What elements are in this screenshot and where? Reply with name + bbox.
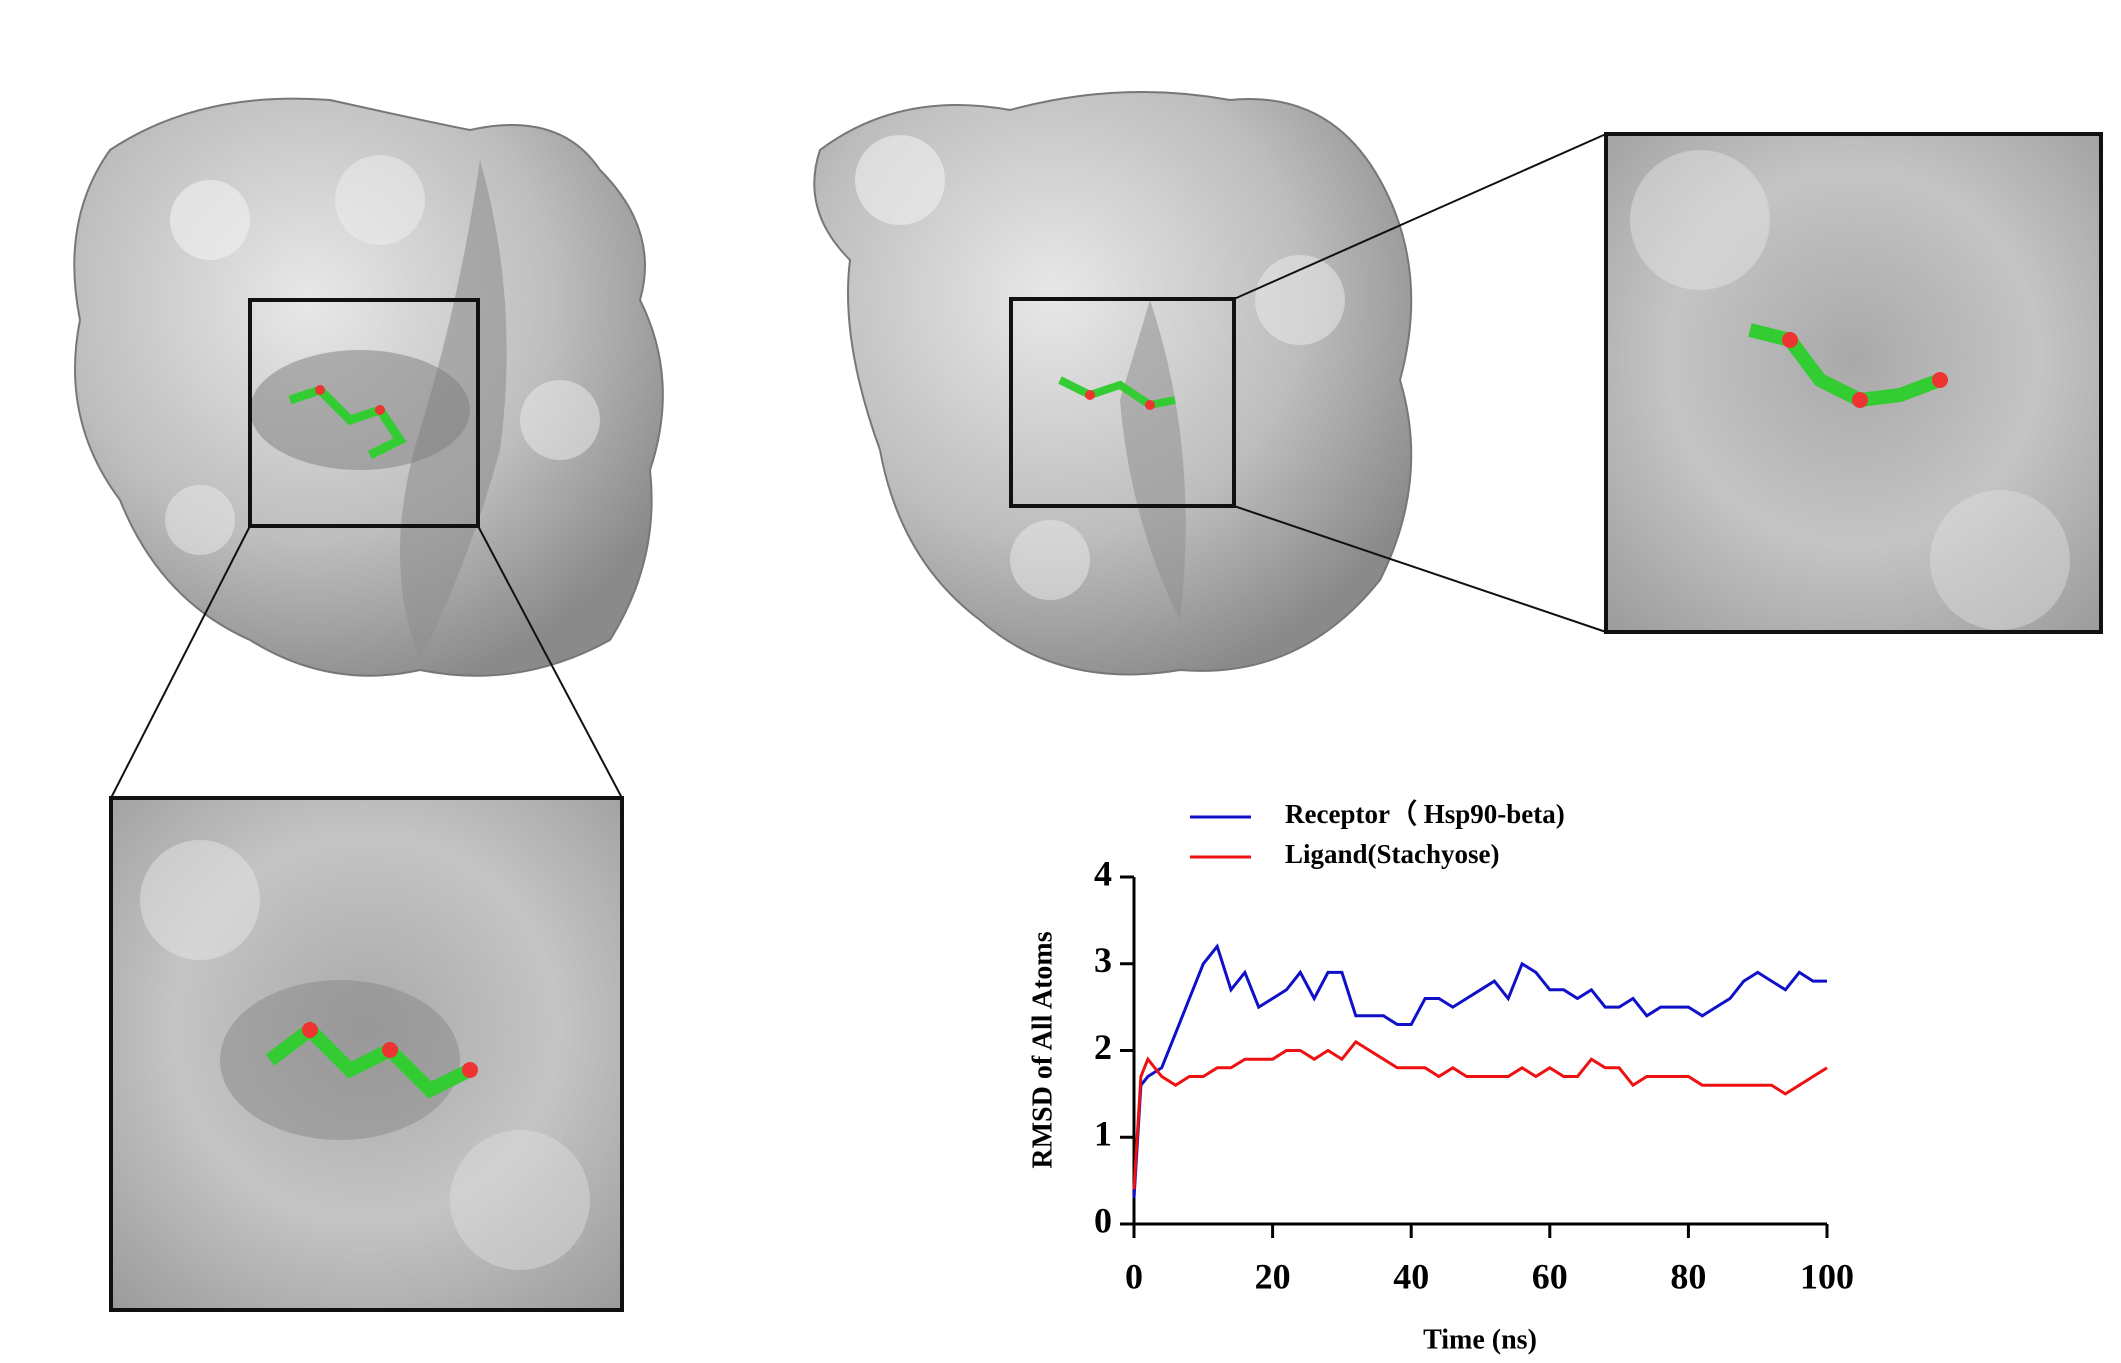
- y-tick-label: 0: [1094, 1200, 1112, 1240]
- y-axis-label: RMSD of All Atoms: [1027, 931, 1058, 1168]
- x-tick-label: 100: [1800, 1256, 1854, 1296]
- legend-label: Ligand(Stachyose): [1285, 839, 1500, 869]
- legend-label: Receptor（ Hsp90-beta): [1285, 799, 1565, 829]
- y-tick-label: 1: [1094, 1114, 1112, 1154]
- x-tick-label: 0: [1125, 1256, 1143, 1296]
- y-tick-label: 2: [1094, 1027, 1112, 1067]
- y-tick-label: 3: [1094, 940, 1112, 980]
- x-tick-label: 40: [1393, 1256, 1429, 1296]
- x-tick-label: 60: [1532, 1256, 1568, 1296]
- series-line: [1132, 1039, 1828, 1190]
- x-tick-label: 20: [1255, 1256, 1291, 1296]
- protein-right: [813, 91, 2103, 676]
- series-line: [1132, 943, 1827, 1199]
- y-tick-label: 4: [1094, 853, 1112, 893]
- x-tick-label: 80: [1670, 1256, 1706, 1296]
- x-axis-label: Time (ns): [1423, 1324, 1537, 1355]
- protein-left: [73, 97, 664, 1312]
